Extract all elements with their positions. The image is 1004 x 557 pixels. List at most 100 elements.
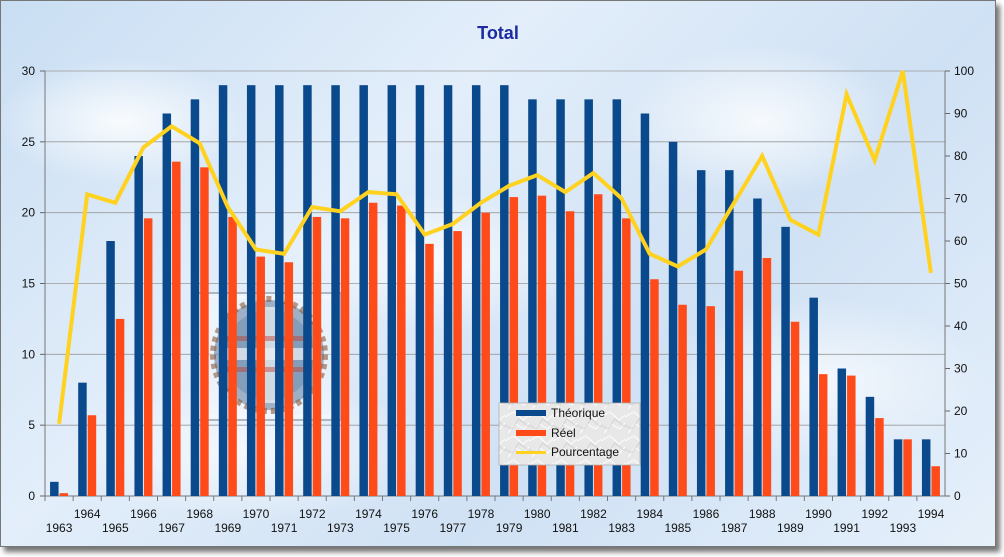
bar-reel <box>87 415 97 496</box>
bar-reel <box>284 262 294 496</box>
y-tick-label: 5 <box>28 418 35 432</box>
x-tick-label: 1963 <box>46 521 73 535</box>
bar-theorique <box>584 99 593 496</box>
legend-item-theorique: Théorique <box>516 406 605 420</box>
bar-reel <box>790 321 800 496</box>
legend-swatch-theorique <box>516 410 546 416</box>
bar-reel <box>115 318 125 496</box>
y-tick-label: 25 <box>22 135 36 149</box>
x-tick-label: 1977 <box>439 521 466 535</box>
bar-theorique <box>162 113 172 496</box>
bar-theorique <box>668 141 678 497</box>
bar-reel <box>453 231 462 497</box>
bar-reel <box>875 418 884 496</box>
x-tick-label: 1972 <box>299 507 326 521</box>
bar-reel <box>368 202 378 496</box>
x-tick-label: 1982 <box>580 507 607 521</box>
axes: 0510152025300102030405060708090100196319… <box>22 64 975 535</box>
bar-theorique <box>415 85 425 497</box>
x-tick-label: 1975 <box>383 521 410 535</box>
bar-reel <box>425 243 434 496</box>
y-tick-label: 0 <box>28 489 35 503</box>
x-tick-label: 1983 <box>608 521 635 535</box>
x-tick-label: 1979 <box>496 521 523 535</box>
bar-reel <box>537 195 547 496</box>
x-tick-label: 1978 <box>468 507 495 521</box>
bar-theorique <box>725 170 734 496</box>
bar-reel <box>509 197 519 497</box>
x-tick-label: 1965 <box>102 521 129 535</box>
bar-theorique <box>471 85 481 497</box>
bar-reel <box>650 279 659 496</box>
y2-tick-label: 50 <box>954 277 968 291</box>
y2-tick-label: 100 <box>954 64 974 78</box>
y2-tick-label: 60 <box>954 234 968 248</box>
bar-reel <box>734 270 744 496</box>
bar-theorique <box>696 170 706 496</box>
bar-theorique <box>106 241 115 496</box>
bar-reel <box>818 374 828 496</box>
bar-theorique <box>387 85 397 497</box>
y-tick-label: 30 <box>22 64 36 78</box>
legend: Théorique Réel Pourcentage <box>498 402 641 466</box>
legend-label-theorique: Théorique <box>551 406 605 420</box>
bar-reel <box>172 161 181 496</box>
bar-theorique <box>303 85 312 497</box>
bar-theorique <box>275 85 284 497</box>
bar-theorique <box>359 85 368 497</box>
bar-theorique <box>865 396 875 496</box>
bar-reel <box>481 212 490 496</box>
x-tick-label: 1988 <box>749 507 776 521</box>
legend-item-pourcentage: Pourcentage <box>516 445 619 459</box>
bar-reel <box>565 211 575 496</box>
bar-theorique <box>921 439 931 496</box>
bar-reel <box>200 167 209 497</box>
bar-theorique <box>134 156 143 496</box>
x-tick-label: 1989 <box>777 521 804 535</box>
bar-theorique <box>246 85 256 497</box>
chart-title: Total <box>477 23 519 43</box>
y2-tick-label: 0 <box>954 489 961 503</box>
x-tick-label: 1987 <box>721 521 748 535</box>
x-tick-label: 1986 <box>693 507 720 521</box>
y2-tick-label: 30 <box>954 362 968 376</box>
bar-reel <box>593 194 603 496</box>
bar-theorique <box>218 85 228 497</box>
bar-reel <box>622 218 631 497</box>
bar-theorique <box>331 85 340 497</box>
y2-tick-label: 10 <box>954 447 968 461</box>
bar-reel <box>228 216 237 496</box>
bar-theorique <box>753 198 762 496</box>
bar-theorique <box>612 99 622 496</box>
bar-reel <box>143 218 153 497</box>
bar-reel <box>397 205 406 497</box>
x-tick-label: 1970 <box>243 507 270 521</box>
bar-theorique <box>528 99 537 496</box>
y2-tick-label: 40 <box>954 319 968 333</box>
x-tick-label: 1971 <box>271 521 298 535</box>
bar-reel <box>340 218 350 497</box>
bar-reel <box>312 216 322 496</box>
legend-item-reel: Réel <box>516 426 576 440</box>
bar-theorique <box>781 226 790 497</box>
line-series <box>57 70 933 425</box>
bar-reel <box>59 493 69 496</box>
x-tick-label: 1990 <box>805 507 832 521</box>
x-tick-label: 1976 <box>411 507 438 521</box>
bar-reel <box>706 306 715 496</box>
y-tick-label: 20 <box>22 206 36 220</box>
x-tick-label: 1967 <box>158 521 185 535</box>
line-pourcentage <box>57 70 933 425</box>
legend-label-pourcentage: Pourcentage <box>551 445 619 459</box>
y-tick-label: 15 <box>22 277 36 291</box>
x-tick-label: 1969 <box>214 521 241 535</box>
bar-reel <box>847 375 856 496</box>
x-tick-label: 1973 <box>327 521 354 535</box>
y2-tick-label: 20 <box>954 404 968 418</box>
x-tick-label: 1966 <box>130 507 157 521</box>
x-tick-label: 1968 <box>186 507 213 521</box>
bar-theorique <box>837 368 847 496</box>
y-tick-label: 10 <box>22 347 36 361</box>
chart: Total 0 5 10 15 20 25 30 0 10 20 30 40 50 60 70 80 90 100… <box>22 23 975 535</box>
x-tick-label: 1981 <box>552 521 579 535</box>
